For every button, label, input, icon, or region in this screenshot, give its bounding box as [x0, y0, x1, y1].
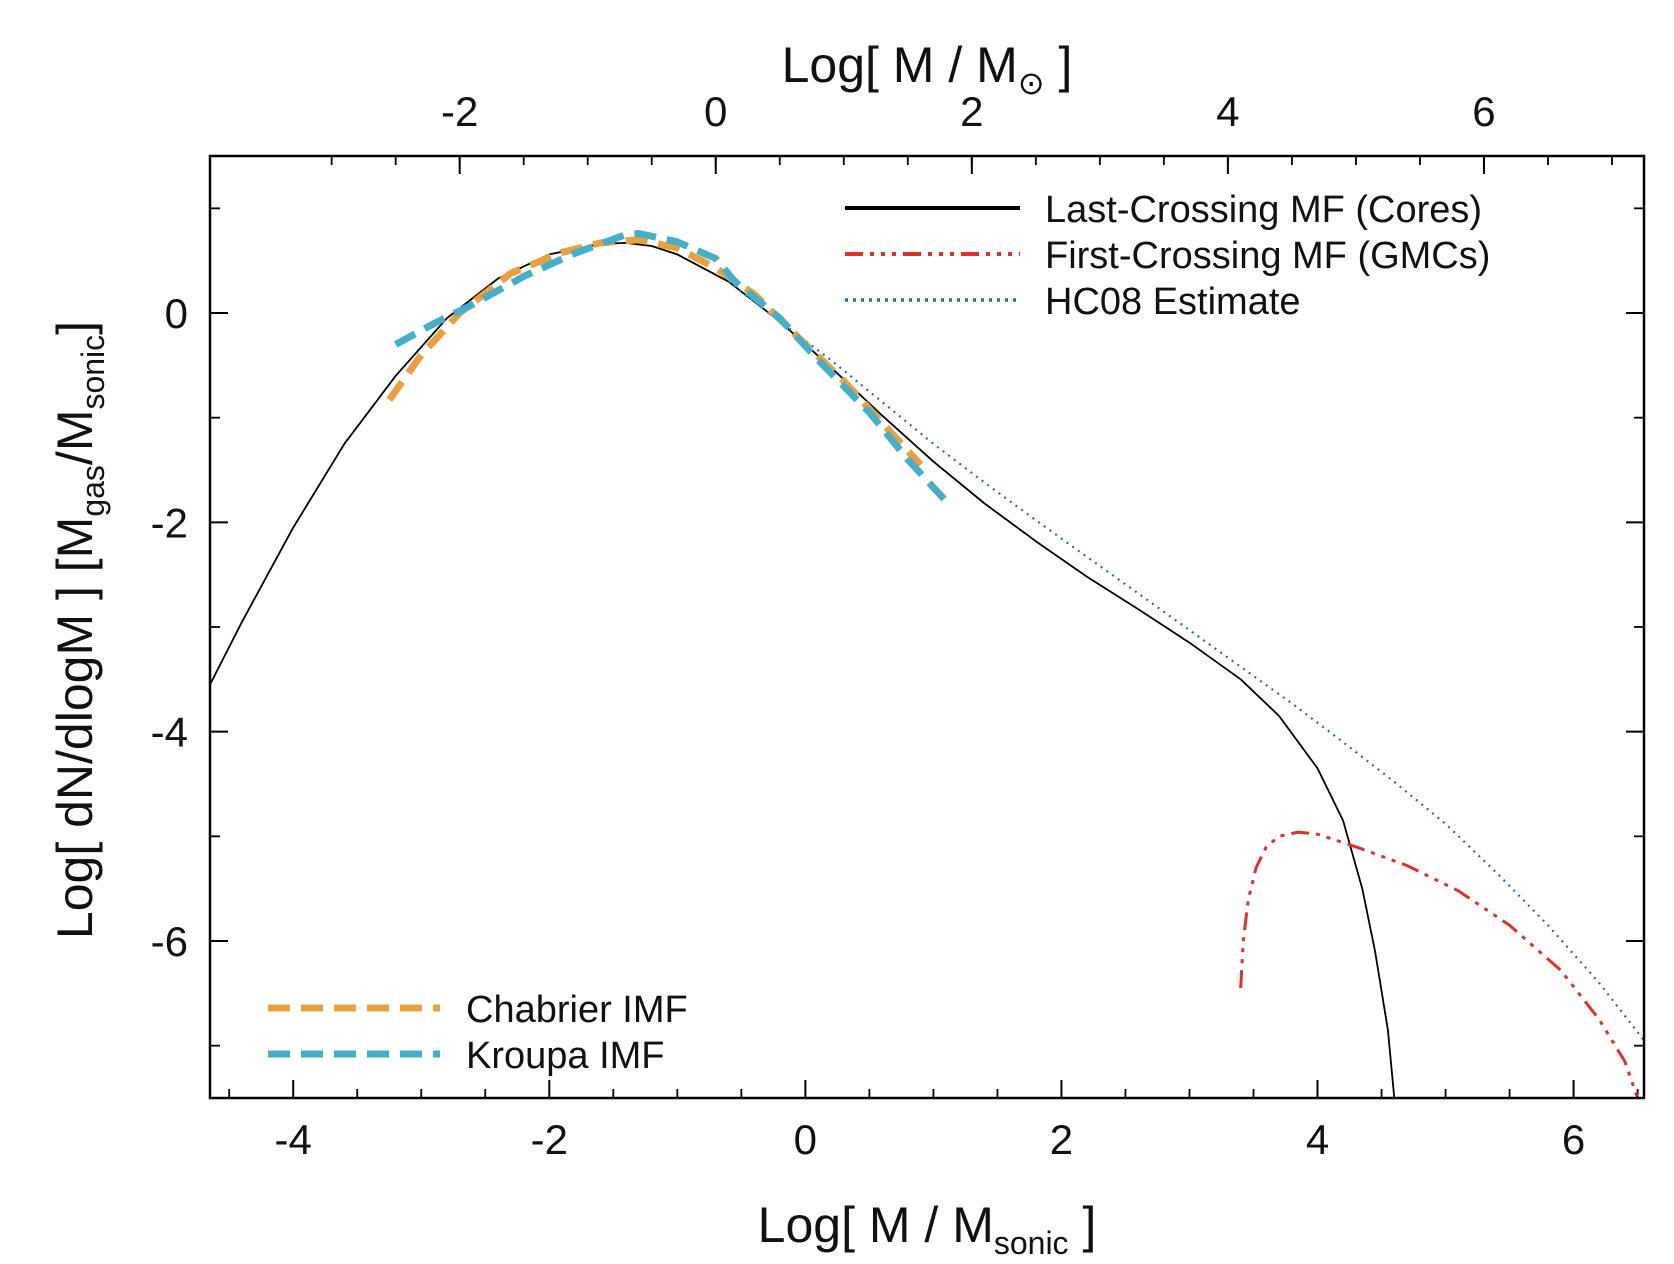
x-tick-label-1: -2 [531, 1116, 568, 1163]
legend-label-kroupa: Kroupa IMF [466, 1035, 665, 1077]
tick-labels: -4 -2 0 2 4 6 -2 0 2 4 6 0 -2 -4 -6 [151, 88, 1586, 1163]
x2-tick-label-1: 0 [704, 88, 727, 135]
x-tick-label-5: 6 [1562, 1116, 1585, 1163]
legend-item-chabrier: Chabrier IMF [268, 989, 688, 1031]
series-line-1 [1239, 830, 1640, 1099]
legend-item-hc08: HC08 Estimate [845, 281, 1301, 323]
series-line-2 [727, 280, 1645, 1042]
x-tick-label-3: 2 [1050, 1116, 1073, 1163]
y-tick-label-1: -2 [151, 499, 188, 546]
x2-tick-label-4: 6 [1472, 88, 1495, 135]
y-tick-label-2: -4 [151, 709, 188, 756]
series-line-4 [394, 230, 949, 504]
legend-item-kroupa: Kroupa IMF [268, 1035, 665, 1077]
x2-tick-label-2: 2 [960, 88, 983, 135]
x-tick-label-2: 0 [794, 1116, 817, 1163]
x-tick-label-4: 4 [1306, 1116, 1329, 1163]
x-tick-label-0: -4 [275, 1116, 312, 1163]
major-ticks [210, 156, 1644, 1098]
x2-tick-label-3: 4 [1216, 88, 1239, 135]
y-axis-title: Log[ dN/dlogM ] [Mgas/Msonic] [47, 321, 111, 939]
minor-ticks [210, 156, 1644, 1098]
x2-axis-title: Log[ M / M⊙ ] [782, 37, 1073, 101]
legend-label-hc08: HC08 Estimate [1045, 281, 1301, 323]
series-line-0 [209, 241, 1396, 1099]
x2-tick-label-0: -2 [441, 88, 478, 135]
legend-label-last-crossing: Last-Crossing MF (Cores) [1045, 189, 1482, 231]
y-tick-label-3: -6 [151, 918, 188, 965]
legend-top: Last-Crossing MF (Cores) First-Crossing … [845, 189, 1490, 323]
plot-frame [208, 154, 1646, 1100]
legend-label-chabrier: Chabrier IMF [466, 989, 688, 1031]
legend-bottom: Chabrier IMF Kroupa IMF [268, 989, 688, 1077]
legend-item-last-crossing: Last-Crossing MF (Cores) [845, 189, 1482, 231]
x-axis-title: Log[ M / Msonic ] [758, 1197, 1097, 1261]
legend-label-first-crossing: First-Crossing MF (GMCs) [1045, 235, 1490, 277]
legend-item-first-crossing: First-Crossing MF (GMCs) [845, 235, 1490, 277]
y-tick-label-0: 0 [165, 290, 188, 337]
curves [209, 230, 1645, 1099]
series-line-3 [386, 236, 924, 468]
